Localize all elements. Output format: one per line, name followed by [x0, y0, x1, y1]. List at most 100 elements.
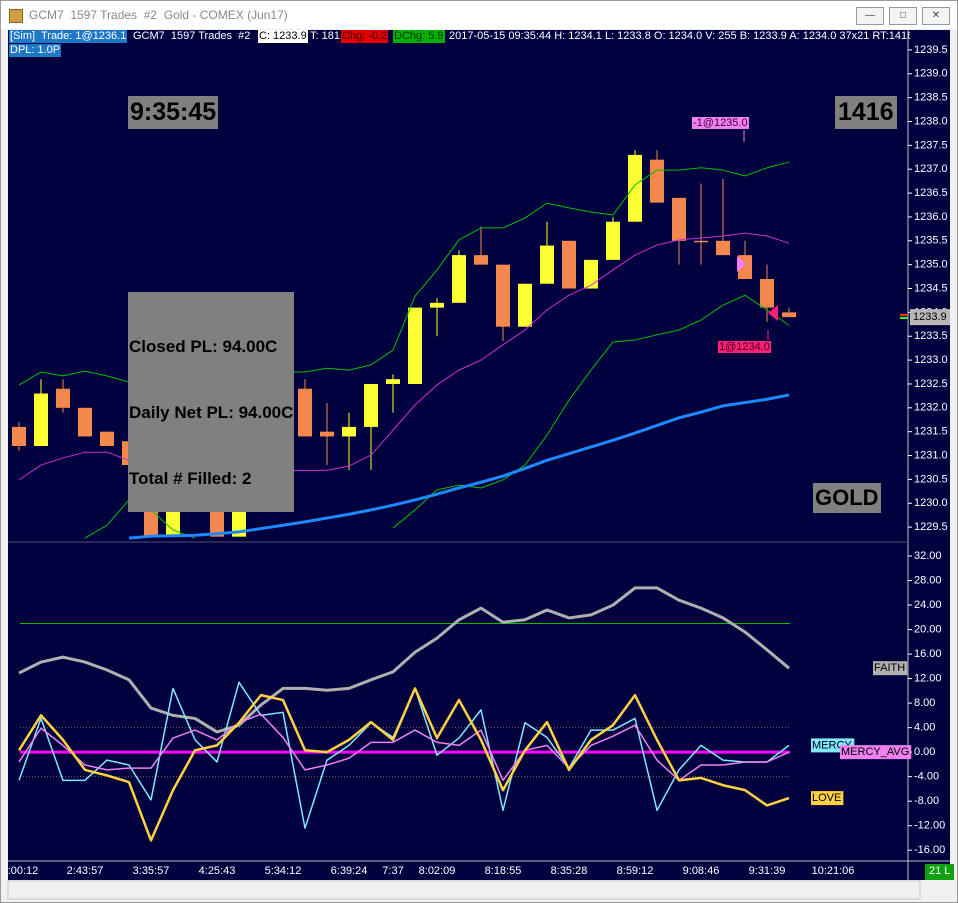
last-price-box [910, 309, 950, 326]
status-sim: [Sim] Trade: 1@1236.1 [9, 30, 128, 43]
title-bar: GCM7 1597 Trades #2 Gold - COMEX (Jun17)… [1, 1, 957, 29]
app-icon [9, 9, 23, 23]
y-tick-label: 4.00 [914, 722, 935, 734]
y-tick-label: 1231.0 [914, 449, 948, 461]
series-line [18, 586, 790, 734]
x-tick-label: 4:25:43 [199, 865, 236, 877]
x-tick-label: 7:37 [382, 865, 403, 877]
legend-box [811, 791, 844, 806]
x-axis: :00:12 2:43:57 3:35:57 4:25:43 5:34:12 6:39:2… [8, 865, 854, 877]
candle-body [430, 302, 444, 308]
series-line [17, 687, 790, 842]
y-tick-label: 1231.5 [914, 426, 948, 438]
x-tick-label: 3:35:57 [133, 865, 170, 877]
y-tick-label: 16.00 [914, 648, 942, 660]
y-tick-label: 1229.5 [914, 521, 948, 533]
trade-label: -1@1235.0 [692, 117, 749, 129]
legend-label: FAITH [874, 662, 905, 674]
last-price-label: 1233.9 [913, 311, 947, 323]
clock-annotation: 9:35:45 [128, 96, 219, 129]
y-tick-label: 1233.5 [914, 330, 948, 342]
y-tick-label: 1234.5 [914, 282, 948, 294]
y-tick-label: 8.00 [914, 697, 935, 709]
x-tick-label: 8:59:12 [617, 865, 654, 877]
pl-box: Closed PL: 94.00C Daily Net PL: 94.00C T… [128, 292, 295, 512]
y-tick-label: 1238.0 [914, 115, 948, 127]
y-tick-label: 1237.5 [914, 139, 948, 151]
y-tick-label: 24.00 [914, 599, 942, 611]
status-symbol: GCM7 1597 Trades #2 [133, 30, 251, 42]
candle-body [650, 159, 664, 203]
candle-body [342, 426, 356, 437]
status-dpl: DPL: 1.0P [9, 44, 62, 57]
candle-body [386, 379, 400, 384]
candle-body [100, 431, 114, 446]
x-tick-label: 6:39:24 [331, 865, 368, 877]
x-tick-label: 8:35:28 [551, 865, 588, 877]
y-tick-label: 1236.0 [914, 211, 948, 223]
candle-body [562, 240, 576, 289]
legend-box [840, 745, 912, 760]
candle-body [782, 312, 796, 318]
count-annotation: 1416 [835, 96, 897, 129]
candle-body [56, 388, 70, 408]
candle-body [496, 264, 510, 327]
axes: 1229.5 1230.0 1230.5 1231.0 1231.5 1232.0 1232… [811, 44, 950, 856]
pl-line: Total # Filled: 2 [129, 469, 252, 488]
y-tick-label: 1232.0 [914, 402, 948, 414]
x-tick-label: 2:43:57 [67, 865, 104, 877]
candle-body [694, 240, 708, 243]
y-tick-label: 1230.0 [914, 497, 948, 509]
candle-body [606, 221, 620, 260]
bar-count: 21 L [925, 864, 955, 880]
status-close: C: 1233.9 [258, 30, 308, 43]
y-tick-label: 1238.5 [914, 92, 948, 104]
trade-marker [737, 256, 747, 272]
x-tick-label: 9:31:39 [749, 865, 786, 877]
pl-line: Closed PL: 94.00C [129, 337, 278, 356]
status-dchg: DChg: 5.9 [393, 30, 445, 43]
y-tick-label: 28.00 [914, 574, 942, 586]
maximize-button[interactable]: □ [889, 7, 917, 25]
candle-body [452, 255, 466, 303]
indicator-plot [17, 586, 790, 842]
candle-body [518, 283, 532, 327]
candle-body [584, 259, 598, 289]
y-tick-label: 1237.0 [914, 163, 948, 175]
series-line [18, 713, 790, 782]
x-tick-label: 9:08:46 [683, 865, 720, 877]
status-chg: Chg: -0.2 [341, 30, 389, 43]
candle-body [12, 426, 26, 446]
status-ticks: T: 181 [310, 30, 340, 42]
y-tick-label: -4.00 [914, 771, 939, 783]
y-tick-label: 1235.0 [914, 259, 948, 271]
window-title: GCM7 1597 Trades #2 Gold - COMEX (Jun17) [29, 8, 288, 22]
y-tick-label: 1239.5 [914, 44, 948, 56]
candle-body [34, 393, 48, 446]
legend-box [873, 661, 908, 676]
candle-body [716, 240, 730, 256]
name-annotation: GOLD [813, 483, 881, 513]
y-tick-label: 1236.5 [914, 187, 948, 199]
y-tick-label: 12.00 [914, 673, 942, 685]
scrollbar[interactable] [7, 880, 921, 900]
close-button[interactable]: ✕ [922, 7, 950, 25]
series-line [128, 393, 790, 540]
legend-label: MERCY_AVG [841, 746, 909, 758]
y-tick-label: 1239.0 [914, 68, 948, 80]
y-tick-label: -16.00 [914, 844, 945, 856]
status-info: 2017-05-15 09:35:44 H: 1234.1 L: 1233.8 … [449, 30, 910, 42]
x-tick-label: :00:12 [8, 865, 39, 877]
candle-body [364, 383, 378, 427]
candle-body [298, 388, 312, 437]
candle-body [320, 431, 334, 437]
candle-body [672, 197, 686, 241]
y-tick-label: 1233.0 [914, 354, 948, 366]
candle-body [760, 278, 774, 308]
y-tick-label: -12.00 [914, 820, 945, 832]
minimize-button[interactable]: — [856, 7, 884, 25]
candle-body [408, 307, 422, 384]
y-tick-label: 1235.5 [914, 235, 948, 247]
y-tick-label: 0.00 [914, 746, 935, 758]
